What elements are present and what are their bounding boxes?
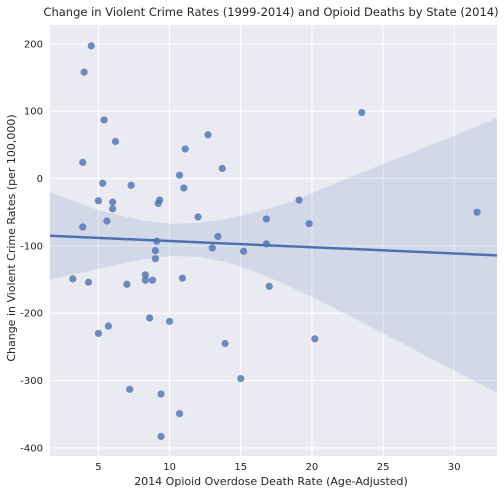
plot-area bbox=[50, 25, 497, 456]
data-point bbox=[204, 131, 212, 139]
regression-line-group bbox=[49, 234, 498, 257]
data-point bbox=[151, 247, 159, 255]
x-tick-label: 5 bbox=[95, 462, 101, 473]
data-point bbox=[148, 276, 157, 284]
x-tick-label: 30 bbox=[448, 462, 461, 473]
y-tick-label: 200 bbox=[24, 39, 43, 50]
y-tick-label: -300 bbox=[20, 376, 43, 387]
data-points bbox=[69, 42, 481, 441]
data-point bbox=[305, 220, 313, 228]
data-point bbox=[265, 282, 273, 290]
data-point bbox=[153, 237, 161, 245]
x-tick-labels: 5 10 15 20 25 30 bbox=[95, 462, 460, 473]
data-point bbox=[141, 276, 149, 284]
data-point bbox=[214, 232, 222, 241]
data-point bbox=[178, 274, 186, 282]
data-point bbox=[218, 164, 226, 173]
data-point bbox=[175, 409, 184, 418]
data-point bbox=[295, 196, 303, 204]
data-point bbox=[84, 278, 93, 286]
x-axis-label: 2014 Opioid Overdose Death Rate (Age-Adj… bbox=[134, 475, 408, 488]
data-point bbox=[221, 339, 229, 348]
regression-line bbox=[49, 234, 498, 257]
data-point bbox=[123, 280, 131, 288]
data-point bbox=[181, 145, 189, 153]
data-point bbox=[79, 223, 87, 231]
data-point bbox=[165, 317, 174, 325]
data-point bbox=[126, 385, 134, 393]
data-point bbox=[141, 271, 149, 279]
y-tick-label: -100 bbox=[20, 241, 43, 252]
data-point bbox=[151, 255, 159, 263]
x-tick-label: 10 bbox=[163, 462, 176, 473]
y-axis-label: Change in Violent Crime Rates (per 100,0… bbox=[5, 114, 18, 361]
data-point bbox=[237, 374, 245, 383]
data-point bbox=[69, 275, 77, 283]
data-point bbox=[79, 158, 87, 166]
chart-title: Change in Violent Crime Rates (1999-2014… bbox=[43, 5, 498, 19]
data-point bbox=[87, 42, 95, 50]
data-point bbox=[157, 390, 165, 398]
data-point bbox=[473, 208, 481, 216]
data-point bbox=[109, 198, 117, 206]
data-point bbox=[100, 116, 108, 124]
data-point bbox=[311, 335, 319, 343]
data-point bbox=[154, 199, 162, 208]
y-tick-label: -200 bbox=[20, 309, 43, 320]
data-point bbox=[80, 68, 88, 76]
data-point bbox=[103, 217, 111, 225]
y-tick-label: 100 bbox=[24, 107, 43, 118]
y-tick-label: 0 bbox=[37, 174, 43, 185]
data-point bbox=[146, 314, 154, 322]
data-point bbox=[104, 322, 112, 330]
data-point bbox=[127, 181, 135, 189]
data-point bbox=[175, 171, 184, 179]
data-point bbox=[99, 179, 107, 187]
data-point bbox=[208, 244, 216, 252]
y-tick-label: -400 bbox=[20, 443, 43, 454]
data-point bbox=[157, 432, 165, 441]
x-tick-label: 25 bbox=[377, 462, 390, 473]
data-point bbox=[180, 184, 188, 192]
data-point bbox=[262, 240, 270, 248]
data-point bbox=[109, 205, 117, 213]
data-point bbox=[194, 213, 202, 221]
x-tick-label: 15 bbox=[234, 462, 247, 473]
confidence-band-area bbox=[50, 117, 497, 393]
data-point bbox=[262, 215, 270, 223]
x-tick-label: 20 bbox=[306, 462, 319, 473]
data-point bbox=[94, 329, 103, 338]
data-point bbox=[94, 197, 103, 205]
data-point bbox=[358, 108, 366, 117]
y-tick-labels: -400 -300 -200 -100 0 100 200 bbox=[20, 39, 43, 454]
data-point bbox=[240, 247, 248, 255]
confidence-band bbox=[50, 117, 497, 393]
data-point bbox=[111, 137, 120, 146]
